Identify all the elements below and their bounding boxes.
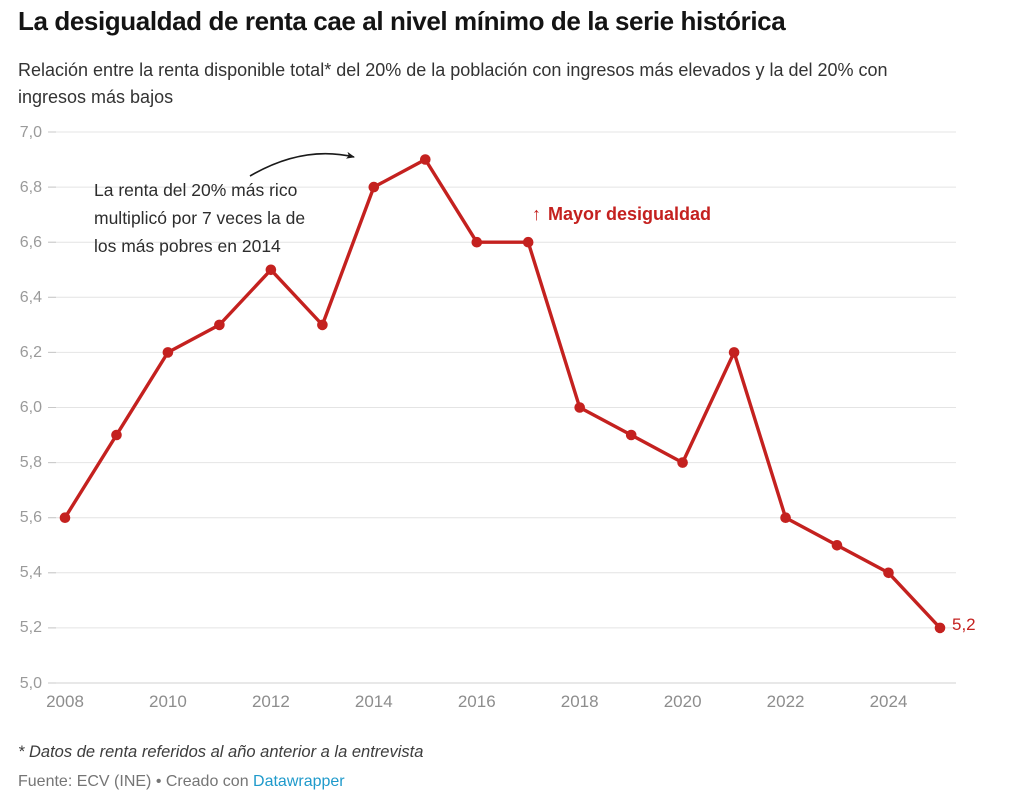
data-point-2014	[368, 181, 380, 193]
y-axis-label: 6,0	[19, 399, 42, 416]
text-annotation-line: los más pobres en 2014	[94, 236, 281, 256]
annotation-arrow-icon	[249, 151, 355, 177]
chart-title: La desigualdad de renta cae al nivel mín…	[18, 6, 786, 36]
data-point-2015	[420, 154, 431, 165]
x-axis-label: 2014	[354, 692, 393, 711]
x-axis-label: 2020	[663, 692, 702, 711]
data-point-2020	[677, 457, 688, 468]
y-axis-label: 5,8	[19, 454, 42, 472]
data-point-2012	[265, 264, 277, 276]
data-series	[59, 154, 946, 634]
text-annotation: La renta del 20% más rico multiplicó por…	[94, 176, 305, 260]
y-axis-label: 5,6	[19, 509, 42, 527]
data-point-2019	[625, 429, 637, 441]
x-axis-label: 2024	[869, 692, 908, 711]
y-axis-label: 5,4	[19, 564, 42, 582]
data-point-2023	[831, 540, 843, 551]
x-axis-label: 2018	[560, 692, 599, 711]
x-axis-label: 2022	[766, 692, 805, 711]
data-point-2010	[162, 347, 174, 358]
x-axis-label: 2016	[457, 692, 496, 711]
datawrapper-link[interactable]: Datawrapper	[253, 773, 345, 790]
last-point-value-label: 5,2	[952, 615, 976, 634]
x-axis-label: 2010	[149, 692, 187, 711]
data-point-2017	[522, 236, 534, 248]
chart-subtitle: Relación entre la renta disponible total…	[18, 60, 888, 107]
y-axis-label: 5,2	[19, 619, 42, 637]
data-point-2021	[728, 347, 740, 358]
text-annotation-line: multiplicó por 7 veces la de	[94, 208, 306, 228]
data-point-2011	[214, 319, 225, 331]
y-axis-label: 5,0	[19, 674, 42, 692]
y-axis-label: 7,0	[19, 123, 42, 141]
data-point-2008	[59, 512, 71, 523]
footnote: * Datos de renta referidos al año anteri…	[18, 743, 424, 761]
data-point-2022	[780, 512, 791, 523]
x-axis-label: 2012	[251, 692, 290, 711]
data-point-2024	[883, 567, 894, 579]
data-point-2018	[574, 402, 585, 413]
data-point-2013	[317, 319, 328, 331]
direction-callout: ↑ Mayor desigualdad	[532, 202, 711, 226]
data-point-2025	[934, 622, 946, 634]
y-axis-label: 6,6	[19, 233, 42, 251]
direction-callout-label: Mayor desigualdad	[548, 204, 712, 224]
text-annotation-line: La renta del 20% más rico	[94, 180, 298, 200]
data-point-2016	[471, 236, 483, 248]
source-attribution: Fuente: ECV (INE) • Creado con Datawrapp…	[18, 772, 345, 792]
data-point-2009	[111, 429, 122, 441]
y-axis-label: 6,4	[19, 288, 42, 306]
source-text: Fuente: ECV (INE) • Creado con	[18, 773, 254, 790]
y-axis-label: 6,8	[19, 178, 42, 196]
up-arrow-icon: ↑	[532, 204, 541, 224]
x-axis-label: 2008	[46, 692, 84, 711]
series-line	[63, 157, 942, 630]
y-axis-label: 6,2	[19, 343, 42, 361]
